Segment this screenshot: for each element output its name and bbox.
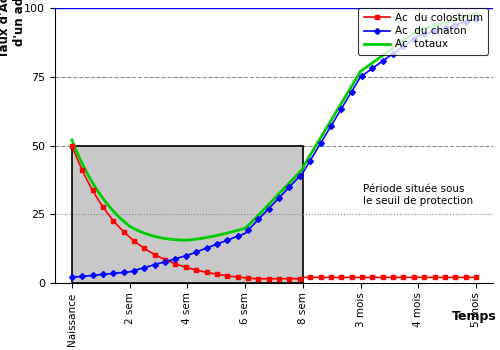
Legend: Ac  du colostrum, Ac  du chaton, Ac  totaux: Ac du colostrum, Ac du chaton, Ac totaux bbox=[358, 8, 488, 55]
Text: Temps: Temps bbox=[452, 310, 496, 323]
Bar bbox=[72, 146, 303, 283]
Text: Période située sous
le seuil de protection: Période située sous le seuil de protecti… bbox=[364, 184, 474, 206]
Y-axis label: Taux d'Ac/ taux
d'un adulte: Taux d'Ac/ taux d'un adulte bbox=[0, 0, 26, 58]
